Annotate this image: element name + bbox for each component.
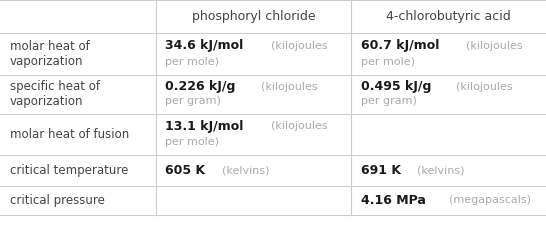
Text: (kilojoules: (kilojoules	[271, 121, 328, 131]
Text: 691 K: 691 K	[361, 164, 401, 177]
Text: (megapascals): (megapascals)	[449, 195, 531, 206]
Text: per gram): per gram)	[361, 96, 417, 106]
Text: (kelvins): (kelvins)	[417, 166, 465, 176]
Text: phosphoryl chloride: phosphoryl chloride	[192, 10, 315, 23]
Text: (kelvins): (kelvins)	[222, 166, 269, 176]
Text: (kilojoules: (kilojoules	[260, 82, 317, 92]
Text: 34.6 kJ/mol: 34.6 kJ/mol	[165, 39, 244, 52]
Text: specific heat of
vaporization: specific heat of vaporization	[10, 80, 100, 108]
Text: molar heat of
vaporization: molar heat of vaporization	[10, 40, 90, 68]
Text: 13.1 kJ/mol: 13.1 kJ/mol	[165, 120, 244, 133]
Text: 4-chlorobutyric acid: 4-chlorobutyric acid	[386, 10, 511, 23]
Text: (kilojoules: (kilojoules	[271, 41, 328, 51]
Text: critical temperature: critical temperature	[10, 164, 128, 177]
Text: per mole): per mole)	[165, 137, 219, 147]
Text: 4.16 MPa: 4.16 MPa	[361, 194, 426, 207]
Text: critical pressure: critical pressure	[10, 194, 105, 207]
Text: per mole): per mole)	[165, 57, 219, 66]
Text: 0.226 kJ/g: 0.226 kJ/g	[165, 80, 236, 93]
Text: (kilojoules: (kilojoules	[466, 41, 523, 51]
Text: per gram): per gram)	[165, 96, 221, 106]
Text: 60.7 kJ/mol: 60.7 kJ/mol	[361, 39, 440, 52]
Text: (kilojoules: (kilojoules	[456, 82, 513, 92]
Text: per mole): per mole)	[361, 57, 415, 66]
Text: 605 K: 605 K	[165, 164, 205, 177]
Text: 0.495 kJ/g: 0.495 kJ/g	[361, 80, 431, 93]
Text: molar heat of fusion: molar heat of fusion	[10, 128, 129, 141]
